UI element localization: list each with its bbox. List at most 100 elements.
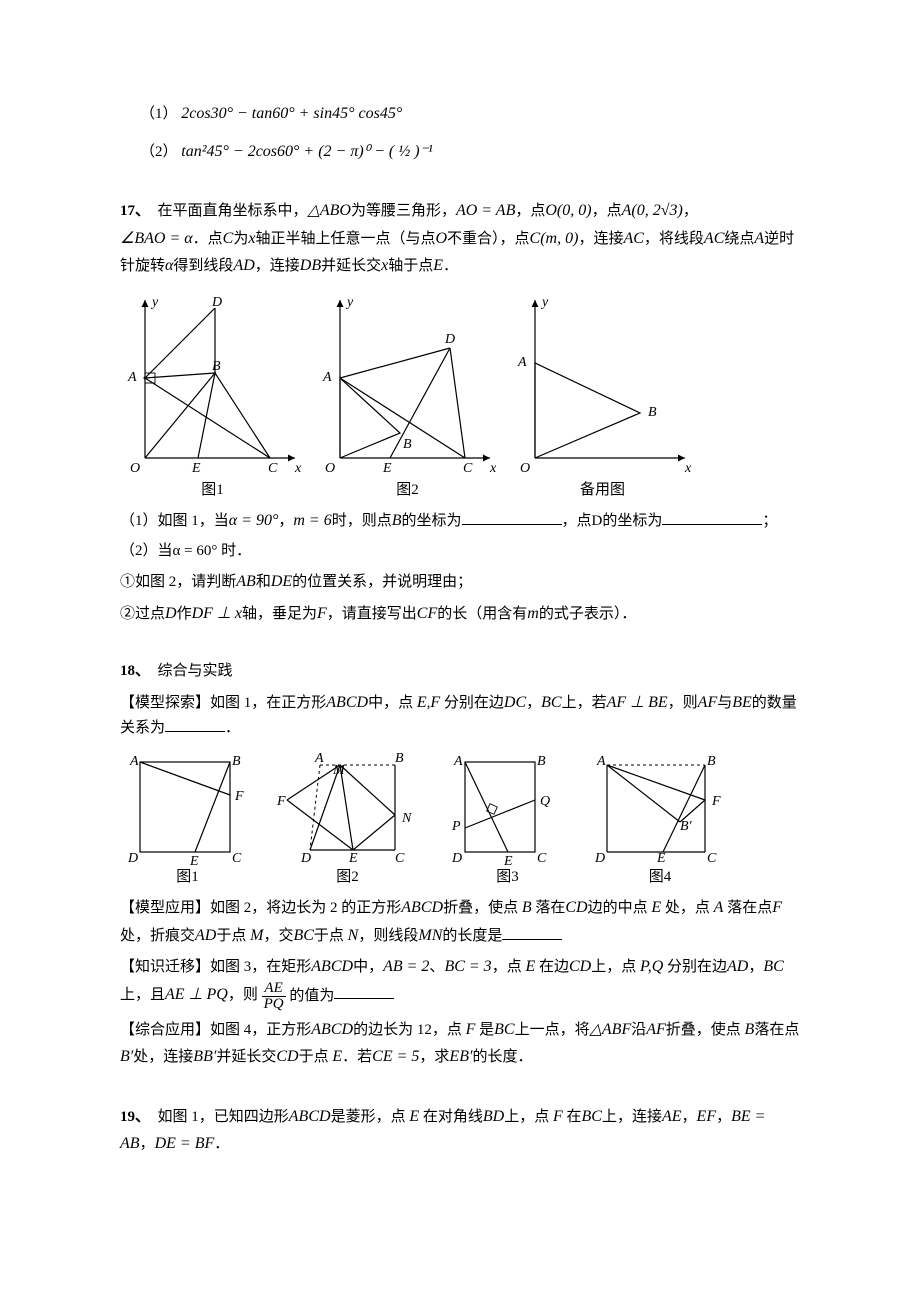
p18-figures-row: A B D C E F 图1 A B D C E F M N xyxy=(120,750,800,891)
svg-text:D: D xyxy=(211,295,222,310)
p16-part1: （1） 2cos30° − tan60° + sin45° cos45° xyxy=(120,100,800,128)
p17-q2b: ②过点D作DF ⊥ x轴，垂足为F，请直接写出CF的长（用含有m的式子表示）． xyxy=(120,600,800,628)
p18-fig3: A B D C E P Q 图3 xyxy=(440,750,575,891)
svg-text:x: x xyxy=(294,461,302,476)
problem-16-parts: （1） 2cos30° − tan60° + sin45° cos45° （2）… xyxy=(120,100,800,165)
p16-part1-label: （1） xyxy=(140,106,178,122)
svg-text:F: F xyxy=(276,794,286,809)
p18-cap3: 图3 xyxy=(440,865,575,891)
p17-fig1: x y O A B C E D xyxy=(120,288,305,504)
p18-s3-text-b: 的值为 xyxy=(289,987,334,1003)
blank xyxy=(165,717,225,732)
p17-figures-row: x y O A B C E D xyxy=(120,288,800,504)
frac-bot: PQ xyxy=(262,997,286,1012)
svg-text:x: x xyxy=(684,461,692,476)
p18-s4: 【综合应用】如图 4，正方形ABCD的边长为 12，点 F 是BC上一点，将△A… xyxy=(120,1016,800,1071)
svg-text:C: C xyxy=(232,851,242,865)
svg-text:B: B xyxy=(707,754,716,769)
p18-s4text: 如图 4，正方形ABCD的边长为 12，点 F 是BC上一点，将△ABF沿AF折… xyxy=(120,1022,799,1066)
svg-text:D: D xyxy=(127,851,138,865)
p18-s2text: 如图 2，将边长为 2 的正方形ABCD折叠，使点 B 落在CD边的中点 E 处… xyxy=(120,900,782,944)
p17-cap1: 图1 xyxy=(120,478,305,504)
p17-cap3: 备用图 xyxy=(510,478,695,504)
svg-text:E: E xyxy=(189,854,199,865)
p18-s2: 【模型应用】如图 2，将边长为 2 的正方形ABCD折叠，使点 B 落在CD边的… xyxy=(120,894,800,949)
frac-top: AE xyxy=(262,981,286,997)
p18-label: 18、 xyxy=(120,663,150,679)
p17-fig3: x y O A B 备用图 xyxy=(510,288,695,504)
svg-text:A: A xyxy=(517,355,527,370)
p16-part2-expr: tan²45° − 2cos60° + (2 − π)⁰ − ( ½ )⁻¹ xyxy=(181,143,433,160)
svg-text:y: y xyxy=(540,295,549,310)
svg-text:P: P xyxy=(451,819,461,834)
p19-text: 如图 1，已知四边形ABCD是菱形，点 E 在对角线BD上，点 F 在BC上，连… xyxy=(120,1109,765,1153)
p18-cap2: 图2 xyxy=(265,865,430,891)
p17-q1-end: ； xyxy=(762,513,777,529)
p17-intro: 在平面直角坐标系中，△ABO为等腰三角形，AO = AB，点O(0, 0)，点A… xyxy=(120,203,794,274)
p18-cap1: 图1 xyxy=(120,865,255,891)
p18-s3head: 【知识迁移】 xyxy=(120,959,210,975)
p18-s4head: 【综合应用】 xyxy=(120,1022,210,1038)
svg-text:A: A xyxy=(322,370,332,385)
svg-text:E: E xyxy=(382,461,392,476)
svg-text:A: A xyxy=(129,754,139,769)
p18-cap4: 图4 xyxy=(585,865,735,891)
svg-text:D: D xyxy=(451,851,462,865)
p17-fig2: x y O A C E B D 图2 xyxy=(315,288,500,504)
p18-fig4: A B D C E F B′ 图4 xyxy=(585,750,735,891)
p18-s1-end: ． xyxy=(225,720,240,736)
p18-s1head: 【模型探索】 xyxy=(120,695,210,711)
p17-q2a: ①如图 2，请判断AB和DE的位置关系，并说明理由； xyxy=(120,568,800,596)
blank xyxy=(662,510,762,525)
svg-text:A: A xyxy=(596,754,606,769)
problem-18: 18、 综合与实践 【模型探索】如图 1，在正方形ABCD中，点 E,F 分别在… xyxy=(120,659,800,1071)
svg-text:B: B xyxy=(212,359,221,374)
problem-19: 19、 如图 1，已知四边形ABCD是菱形，点 E 在对角线BD上，点 F 在B… xyxy=(120,1103,800,1158)
p17-q1-text: （1）如图 1，当α = 90°，m = 6时，则点B的坐标为 xyxy=(120,513,462,529)
svg-text:B: B xyxy=(395,751,404,766)
svg-text:D: D xyxy=(444,332,455,347)
p18-fig1: A B D C E F 图1 xyxy=(120,750,255,891)
p16-part1-expr: 2cos30° − tan60° + sin45° cos45° xyxy=(181,105,402,122)
svg-text:y: y xyxy=(150,295,159,310)
svg-text:Q: Q xyxy=(540,794,550,809)
svg-text:C: C xyxy=(463,461,473,476)
svg-text:B: B xyxy=(403,437,412,452)
svg-text:D: D xyxy=(300,851,311,865)
p18-s3: 【知识迁移】如图 3，在矩形ABCD中，AB = 2、BC = 3，点 E 在边… xyxy=(120,953,800,1012)
svg-text:C: C xyxy=(537,851,547,865)
svg-text:C: C xyxy=(707,851,717,865)
svg-text:A: A xyxy=(314,751,324,766)
svg-text:E: E xyxy=(656,851,666,865)
svg-text:E: E xyxy=(348,851,358,865)
p18-fig2: A B D C E F M N xyxy=(265,750,430,891)
blank xyxy=(502,925,562,940)
svg-text:x: x xyxy=(489,461,497,476)
fraction-ae-pq: AEPQ xyxy=(262,981,286,1012)
svg-text:B′: B′ xyxy=(680,819,693,834)
blank xyxy=(462,510,562,525)
p18-s3-text-a: 如图 3，在矩形ABCD中，AB = 2、BC = 3，点 E 在边CD上，点 … xyxy=(120,959,784,1003)
svg-text:F: F xyxy=(234,789,244,804)
p19-label: 19、 xyxy=(120,1109,150,1125)
p17-q1: （1）如图 1，当α = 90°，m = 6时，则点B的坐标为 ，点D的坐标为 ； xyxy=(120,507,800,535)
svg-text:O: O xyxy=(325,461,335,476)
p17-cap2: 图2 xyxy=(315,478,500,504)
p18-s1: 【模型探索】如图 1，在正方形ABCD中，点 E,F 分别在边DC，BC上，若A… xyxy=(120,689,800,742)
svg-text:A: A xyxy=(127,370,137,385)
svg-text:D: D xyxy=(594,851,605,865)
svg-text:C: C xyxy=(395,851,405,865)
svg-text:O: O xyxy=(130,461,140,476)
p18-title: 综合与实践 xyxy=(158,663,233,679)
svg-text:O: O xyxy=(520,461,530,476)
svg-text:A: A xyxy=(453,754,463,769)
p17-q1-mid: ，点D的坐标为 xyxy=(562,513,663,529)
svg-text:y: y xyxy=(345,295,354,310)
svg-text:B: B xyxy=(232,754,241,769)
p18-s2head: 【模型应用】 xyxy=(120,900,210,916)
svg-text:B: B xyxy=(648,405,657,420)
svg-text:B: B xyxy=(537,754,546,769)
blank xyxy=(334,984,394,999)
svg-text:F: F xyxy=(711,794,721,809)
p16-part2: （2） tan²45° − 2cos60° + (2 − π)⁰ − ( ½ )… xyxy=(120,138,800,166)
